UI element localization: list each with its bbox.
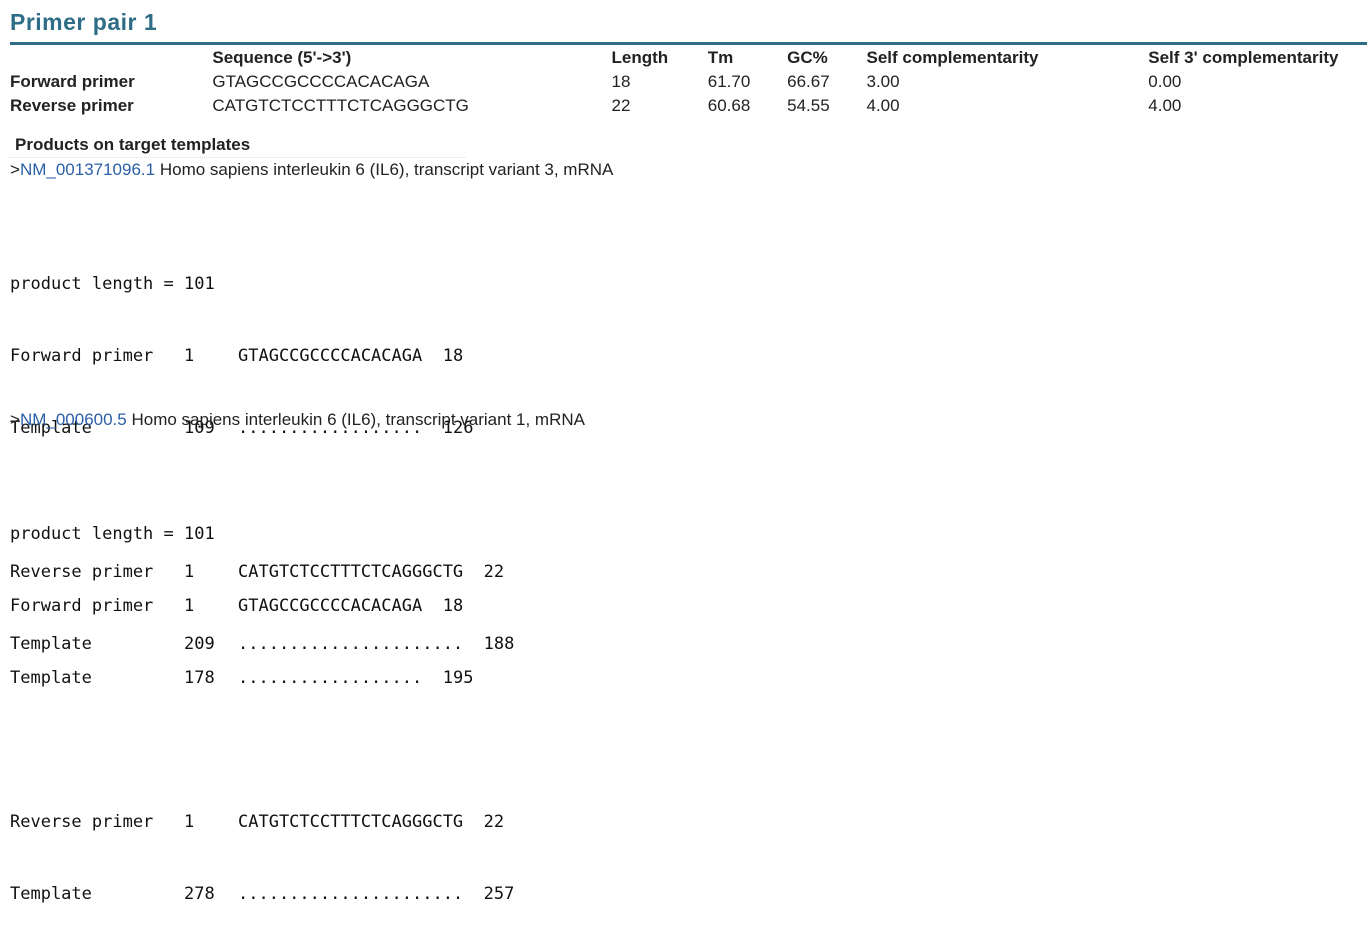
alignment-seq: CATGTCTCCTTTCTCAGGGCTG bbox=[238, 812, 464, 832]
alignment-label: Template bbox=[10, 418, 92, 438]
row-label: Forward primer bbox=[10, 72, 135, 91]
row-length: 18 bbox=[611, 72, 631, 91]
template-accession-link[interactable]: NM_001371096.1 bbox=[19, 160, 156, 179]
header-sequence: Sequence (5'->3') bbox=[212, 48, 352, 67]
alignment-start: 1 bbox=[184, 596, 195, 616]
row-sequence: GTAGCCGCCCCACACAGA bbox=[212, 72, 430, 91]
alignment-seq: .................. bbox=[238, 668, 423, 688]
table-row: Reverse primer CATGTCTCCTTTCTCAGGGCTG 22… bbox=[8, 94, 1367, 118]
template-description: Homo sapiens interleukin 6 (IL6), transc… bbox=[155, 160, 614, 179]
alignment-start: 1 bbox=[184, 562, 195, 582]
alignment-line-reverse-template: Template 278...................... 257 bbox=[10, 882, 514, 906]
row-gc: 54.55 bbox=[787, 96, 830, 115]
alignment-label: Forward primer bbox=[10, 596, 154, 616]
alignment-seq: GTAGCCGCCCCACACAGA bbox=[238, 346, 423, 366]
alignment-end: 22 bbox=[483, 812, 505, 832]
header-label bbox=[8, 46, 210, 70]
alignment-end: 257 bbox=[483, 884, 515, 904]
template-header: >NM_000600.5 Homo sapiens interleukin 6 … bbox=[10, 410, 585, 430]
header-gc: GC% bbox=[787, 48, 828, 67]
alignment-line-forward: Forward primer 1 GTAGCCGCCCCACACAGA 18 bbox=[10, 594, 514, 618]
row-gc: 66.67 bbox=[787, 72, 830, 91]
row-tm: 61.70 bbox=[707, 72, 751, 91]
alignment-seq: .................. bbox=[238, 418, 423, 438]
title-underline bbox=[10, 42, 1367, 45]
alignment-line-forward-template: Template 109.................. 126 bbox=[10, 416, 514, 440]
table-row: Forward primer GTAGCCGCCCCACACAGA 18 61.… bbox=[8, 70, 1367, 94]
primer-table-header-row: Sequence (5'->3') Length Tm GC% Self com… bbox=[8, 46, 1367, 70]
products-heading: Products on target templates bbox=[8, 135, 466, 158]
alignment-line-reverse: Reverse primer 1 CATGTCTCCTTTCTCAGGGCTG 22 bbox=[10, 560, 514, 584]
alignment-label: Forward primer bbox=[10, 346, 154, 366]
alignment-end: 195 bbox=[442, 668, 474, 688]
alignment-start: 1 bbox=[184, 812, 195, 832]
product-length: product length = 101 bbox=[10, 524, 215, 544]
template-header: >NM_001371096.1 Homo sapiens interleukin… bbox=[10, 160, 613, 180]
header-length: Length bbox=[611, 48, 669, 67]
alignment-block: product length = 101 Forward primer 1 GTAG… bbox=[10, 474, 514, 930]
header-tm: Tm bbox=[707, 48, 734, 67]
alignment-seq: ...................... bbox=[238, 884, 464, 904]
alignment-seq: CATGTCTCCTTTCTCAGGGCTG bbox=[238, 562, 464, 582]
row-label: Reverse primer bbox=[10, 96, 134, 115]
row-length: 22 bbox=[611, 96, 631, 115]
primer-pair-title: Primer pair 1 bbox=[10, 9, 158, 35]
alignment-end: 18 bbox=[442, 346, 464, 366]
product-length: product length = 101 bbox=[10, 274, 215, 294]
alignment-end: 126 bbox=[442, 418, 474, 438]
row-self: 3.00 bbox=[866, 72, 900, 91]
alignment-line-reverse: Reverse primer 1 CATGTCTCCTTTCTCAGGGCTG 22 bbox=[10, 810, 514, 834]
alignment-label: Reverse primer bbox=[10, 812, 154, 832]
header-self3-complementarity: Self 3' complementarity bbox=[1148, 48, 1339, 67]
alignment-line-forward: Forward primer 1 GTAGCCGCCCCACACAGA 18 bbox=[10, 344, 514, 368]
alignment-label: Template bbox=[10, 884, 92, 904]
template-prefix: > bbox=[10, 410, 20, 429]
template-description: Homo sapiens interleukin 6 (IL6), transc… bbox=[126, 410, 585, 429]
row-self3: 4.00 bbox=[1148, 96, 1182, 115]
alignment-end: 22 bbox=[483, 562, 505, 582]
template-prefix: > bbox=[10, 160, 20, 179]
alignment-end: 18 bbox=[442, 596, 464, 616]
alignment-label: Reverse primer bbox=[10, 562, 154, 582]
row-sequence: CATGTCTCCTTTCTCAGGGCTG bbox=[212, 96, 469, 115]
primer-table: Sequence (5'->3') Length Tm GC% Self com… bbox=[8, 46, 1367, 118]
alignment-start: 109 bbox=[184, 418, 215, 438]
alignment-label: Template bbox=[10, 668, 92, 688]
header-self-complementarity: Self complementarity bbox=[866, 48, 1039, 67]
row-self: 4.00 bbox=[866, 96, 900, 115]
alignment-start: 278 bbox=[184, 884, 215, 904]
alignment-start: 178 bbox=[184, 668, 215, 688]
alignment-line-forward-template: Template 178.................. 195 bbox=[10, 666, 514, 690]
alignment-seq: GTAGCCGCCCCACACAGA bbox=[238, 596, 423, 616]
alignment-start: 1 bbox=[184, 346, 195, 366]
template-accession-link[interactable]: NM_000600.5 bbox=[19, 410, 127, 429]
row-tm: 60.68 bbox=[707, 96, 751, 115]
row-self3: 0.00 bbox=[1148, 72, 1182, 91]
